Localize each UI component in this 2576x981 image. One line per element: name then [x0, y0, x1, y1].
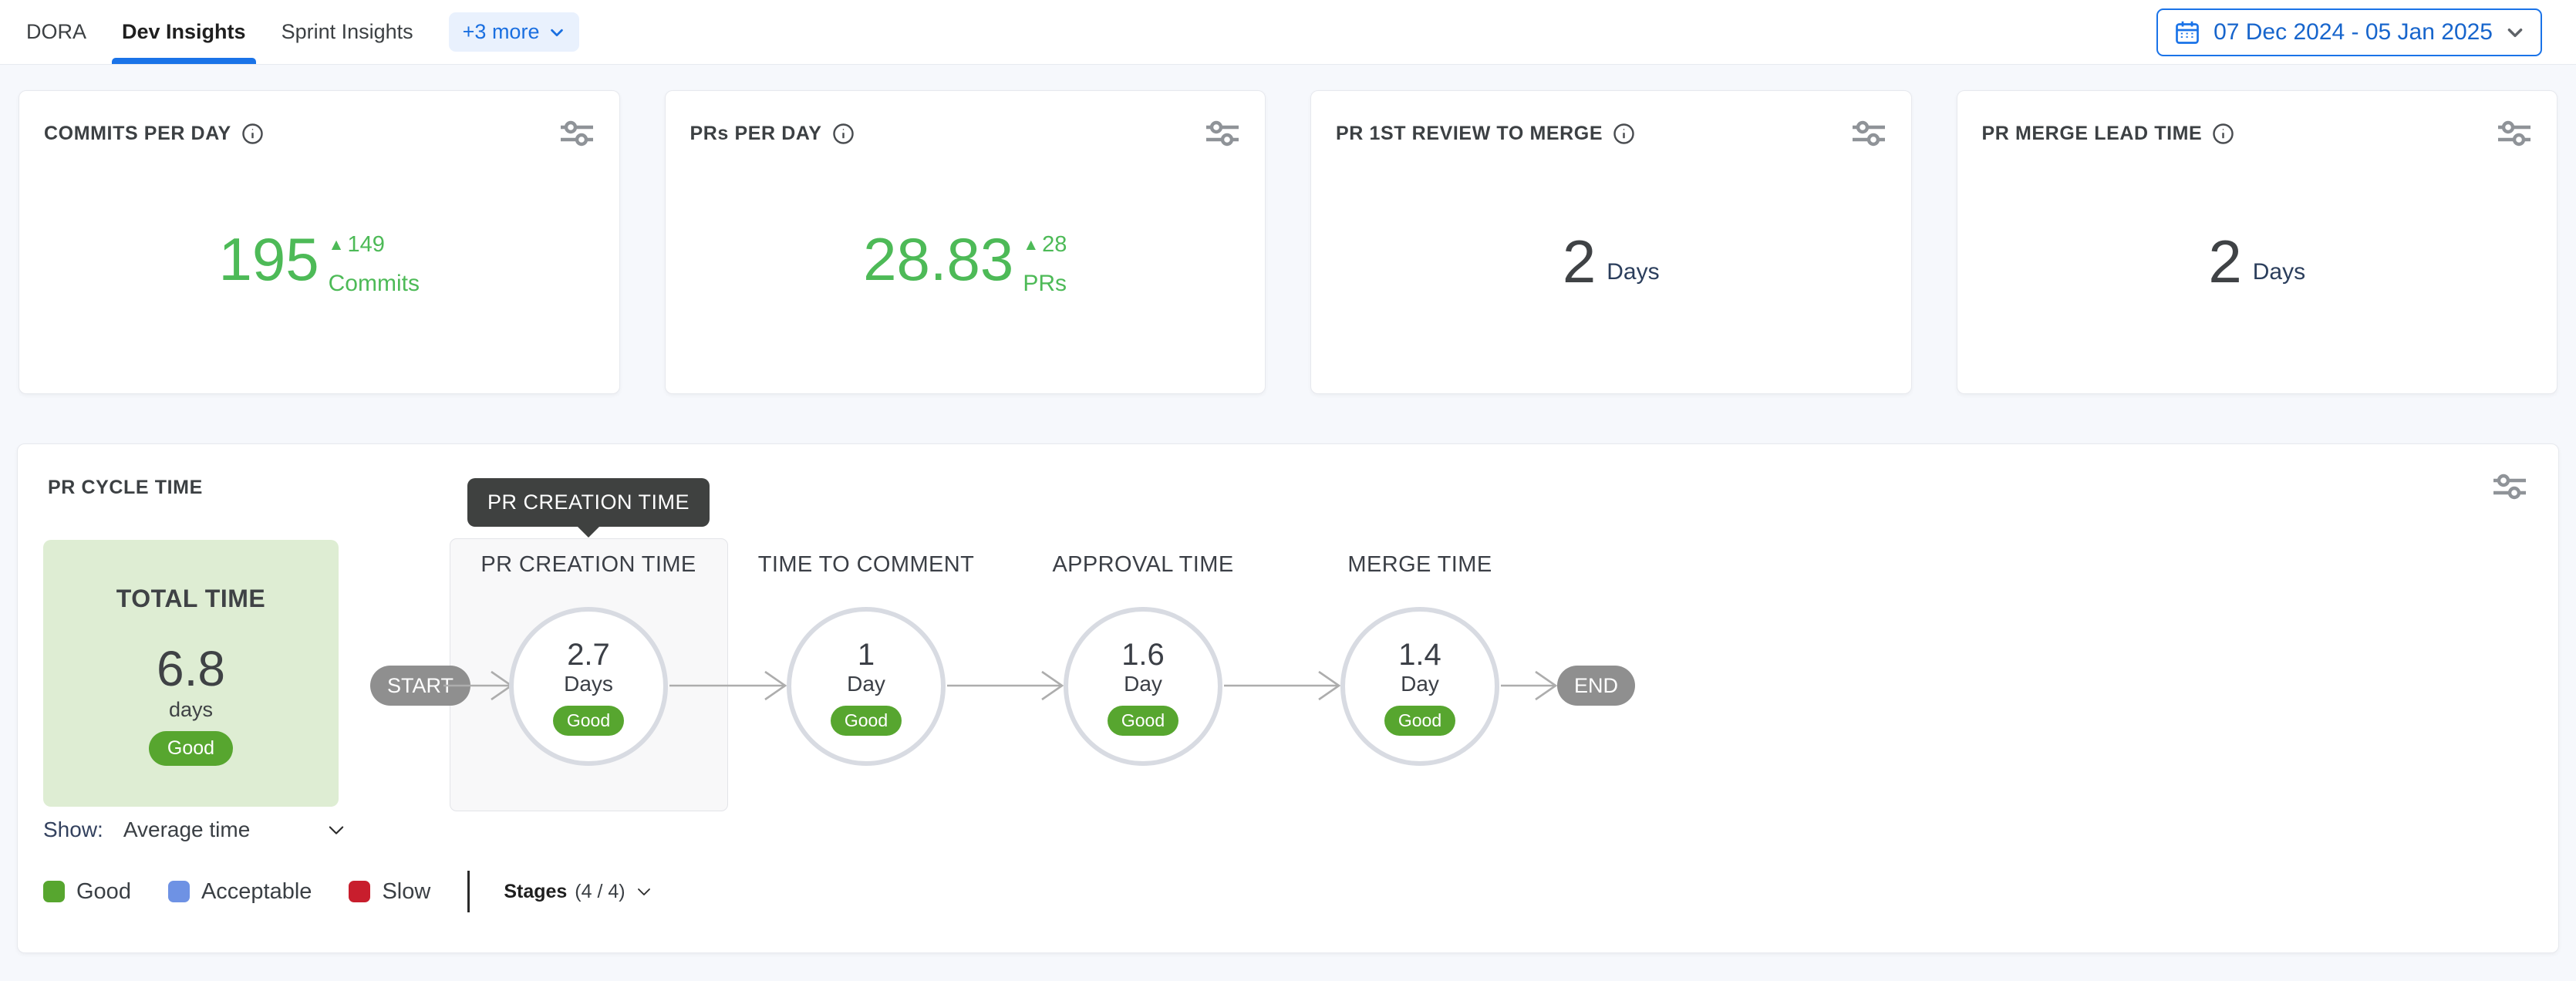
status-badge-good: Good: [552, 705, 625, 736]
flow-arrow: [1501, 670, 1557, 701]
metric-value-block: 195 ▲ 149 Commits: [218, 225, 420, 296]
metric-value: 28.83: [863, 225, 1014, 293]
metric-value: 195: [218, 225, 319, 293]
show-label: Show:: [43, 818, 103, 841]
metric-value-block: 2 Days: [2208, 231, 2305, 292]
stage-value: 1.6: [1121, 637, 1165, 672]
filter-settings-icon[interactable]: [1851, 120, 1886, 147]
legend-swatch-acceptable: [167, 881, 190, 902]
metric-delta: ▲ 28: [1023, 232, 1067, 257]
stage-unit: Days: [564, 671, 613, 696]
stage-value: 1: [857, 637, 875, 672]
metric-cards-row: COMMITS PER DAY 195 ▲ 149 Commits PRs PER…: [0, 65, 2576, 394]
info-icon[interactable]: [241, 122, 265, 146]
metric-value-block: 28.83 ▲ 28 PRs: [863, 225, 1067, 296]
end-pill: END: [1557, 666, 1636, 706]
top-nav: DORA Dev Insights Sprint Insights +3 mor…: [0, 0, 2576, 65]
dashboard-content: COMMITS PER DAY 195 ▲ 149 Commits PRs PER…: [0, 65, 2576, 953]
chevron-down-icon: [637, 888, 650, 895]
filter-settings-icon[interactable]: [2492, 474, 2527, 500]
stage-name-pr-creation-time: PR CREATION TIME: [480, 552, 696, 577]
stage-name-approval-time: APPROVAL TIME: [1052, 552, 1234, 577]
panel-title: PR CYCLE TIME: [48, 477, 203, 498]
tab-dev-insights[interactable]: Dev Insights: [112, 0, 256, 64]
legend-divider: [467, 871, 470, 912]
status-badge-good: Good: [148, 731, 234, 766]
metric-card-commits-per-day: COMMITS PER DAY 195 ▲ 149 Commits: [19, 90, 620, 394]
date-range-text: 07 Dec 2024 - 05 Jan 2025: [2214, 19, 2493, 45]
flow-arrow: [947, 670, 1064, 701]
legend-label-good: Good: [76, 878, 131, 904]
flow-arrow: [443, 670, 513, 701]
stages-filter-dropdown[interactable]: Stages (4 / 4): [504, 881, 652, 903]
stage-unit: Day: [847, 671, 885, 696]
legend-swatch-good: [43, 881, 65, 902]
filter-settings-icon[interactable]: [559, 120, 595, 147]
filter-settings-icon[interactable]: [2497, 120, 2532, 147]
legend-swatch-slow: [349, 881, 371, 902]
stage-circle-pr-creation-time[interactable]: 2.7 Days Good: [509, 607, 668, 766]
tab-dora[interactable]: DORA: [26, 20, 87, 43]
card-title: PR 1ST REVIEW TO MERGE: [1336, 122, 1603, 144]
total-time-label: TOTAL TIME: [116, 585, 266, 612]
stage-unit: Day: [1124, 671, 1162, 696]
stage-circle-merge-time[interactable]: 1.4 Day Good: [1340, 607, 1499, 766]
flow-arrow: [669, 670, 787, 701]
tab-sprint-insights[interactable]: Sprint Insights: [281, 20, 413, 43]
card-title: PR MERGE LEAD TIME: [1981, 122, 2203, 144]
show-value: Average time: [123, 818, 251, 841]
stage-unit: Day: [1401, 671, 1439, 696]
metric-card-pr-merge-lead-time: PR MERGE LEAD TIME 2 Days: [1956, 90, 2557, 394]
pr-cycle-time-panel: PR CYCLE TIME TOTAL TIME 6.8 days Good P…: [17, 443, 2559, 953]
calendar-icon: [2176, 21, 2199, 44]
show-selector[interactable]: Show: Average time: [43, 818, 347, 842]
info-icon[interactable]: [2211, 122, 2235, 146]
metric-delta: ▲ 149: [328, 232, 385, 257]
arrow-up-icon: ▲: [1023, 235, 1040, 254]
metric-unit: Commits: [328, 271, 420, 296]
stage-circle-approval-time[interactable]: 1.6 Day Good: [1064, 607, 1222, 766]
tab-bar: DORA Dev Insights Sprint Insights +3 mor…: [26, 0, 580, 64]
total-time-unit: days: [168, 698, 214, 721]
card-title: PRs PER DAY: [690, 122, 822, 144]
metric-value: 2: [1562, 228, 1597, 295]
status-legend: Good Acceptable Slow Stages (4 / 4): [43, 870, 653, 913]
status-badge-good: Good: [1107, 705, 1179, 736]
metric-value: 2: [2208, 228, 2242, 295]
metric-unit: PRs: [1023, 271, 1067, 296]
legend-label-acceptable: Acceptable: [201, 878, 312, 904]
flow-arrow: [1224, 670, 1340, 701]
stage-circle-time-to-comment[interactable]: 1 Day Good: [787, 607, 946, 766]
more-tabs-button[interactable]: +3 more: [448, 12, 580, 52]
chevron-down-icon: [551, 29, 564, 36]
stage-value: 1.4: [1398, 637, 1441, 672]
status-badge-good: Good: [830, 705, 902, 736]
info-icon[interactable]: [831, 122, 855, 146]
filter-settings-icon[interactable]: [1205, 120, 1240, 147]
metric-value-block: 2 Days: [1563, 231, 1660, 292]
metric-card-pr-first-review-to-merge: PR 1ST REVIEW TO MERGE 2 Days: [1310, 90, 1912, 394]
arrow-up-icon: ▲: [328, 235, 345, 254]
stages-filter-count: (4 / 4): [575, 880, 625, 902]
chevron-down-icon: [329, 826, 344, 834]
stage-value: 2.7: [567, 637, 610, 672]
info-icon[interactable]: [1612, 122, 1636, 146]
more-tabs-label: +3 more: [462, 20, 540, 43]
date-range-picker[interactable]: 07 Dec 2024 - 05 Jan 2025: [2156, 8, 2542, 56]
card-title: COMMITS PER DAY: [44, 122, 231, 144]
metric-unit: Days: [1607, 259, 1660, 285]
metric-unit: Days: [2252, 259, 2306, 285]
stage-name-merge-time: MERGE TIME: [1347, 552, 1492, 577]
metric-card-prs-per-day: PRs PER DAY 28.83 ▲ 28 PRs: [664, 90, 1266, 394]
legend-label-slow: Slow: [382, 878, 431, 904]
stages-filter-label: Stages: [504, 880, 568, 902]
chevron-down-icon: [2507, 28, 2523, 37]
stage-name-time-to-comment: TIME TO COMMENT: [757, 552, 975, 577]
total-time-box: TOTAL TIME 6.8 days Good: [43, 540, 339, 807]
total-time-value: 6.8: [157, 641, 225, 696]
stage-tooltip: PR CREATION TIME: [467, 478, 710, 527]
status-badge-good: Good: [1384, 705, 1456, 736]
